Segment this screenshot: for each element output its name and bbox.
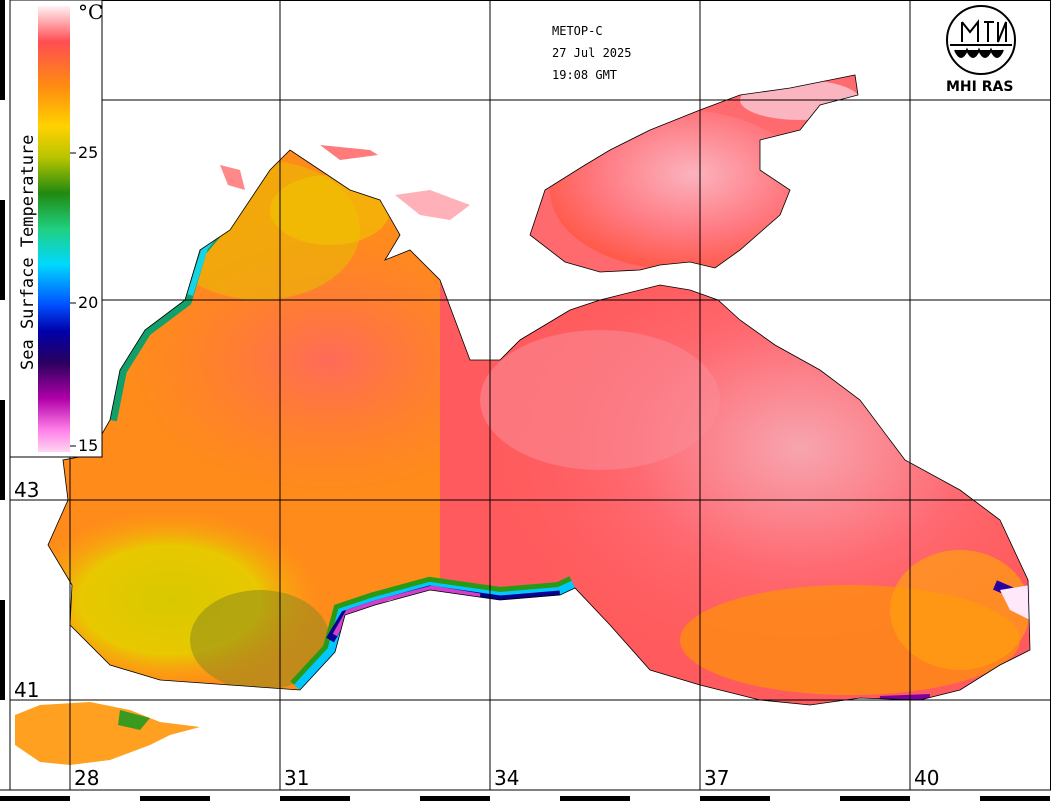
lon-label-34: 34 (494, 766, 520, 790)
left-ruler (0, 0, 11, 801)
lat-label-41: 41 (14, 678, 40, 702)
legend-tick-25: 25 (78, 143, 99, 162)
satellite-name: METOP-C (552, 24, 603, 38)
acquisition-date: 27 Jul 2025 (552, 46, 632, 60)
legend-tick-20: 20 (78, 293, 99, 312)
temperature-legend (9, 0, 103, 458)
bottom-ruler (0, 789, 1051, 801)
legend-tick-15: 15 (78, 436, 99, 455)
legend-unit: °C (78, 0, 104, 24)
lat-label-43: 43 (14, 478, 40, 502)
lon-label-31: 31 (284, 766, 310, 790)
mhi-ras-logo (946, 5, 1016, 75)
sea-of-marmara (15, 702, 200, 765)
logo-text: MHI RAS (946, 79, 1014, 95)
legend-title: Sea Surface Temperature (18, 134, 38, 370)
graticule (10, 0, 1051, 790)
acquisition-time: 19:08 GMT (552, 68, 618, 82)
lon-label-37: 37 (704, 766, 730, 790)
lon-label-28: 28 (74, 766, 100, 790)
lon-label-40: 40 (914, 766, 940, 790)
legend-color-bar (38, 6, 70, 452)
